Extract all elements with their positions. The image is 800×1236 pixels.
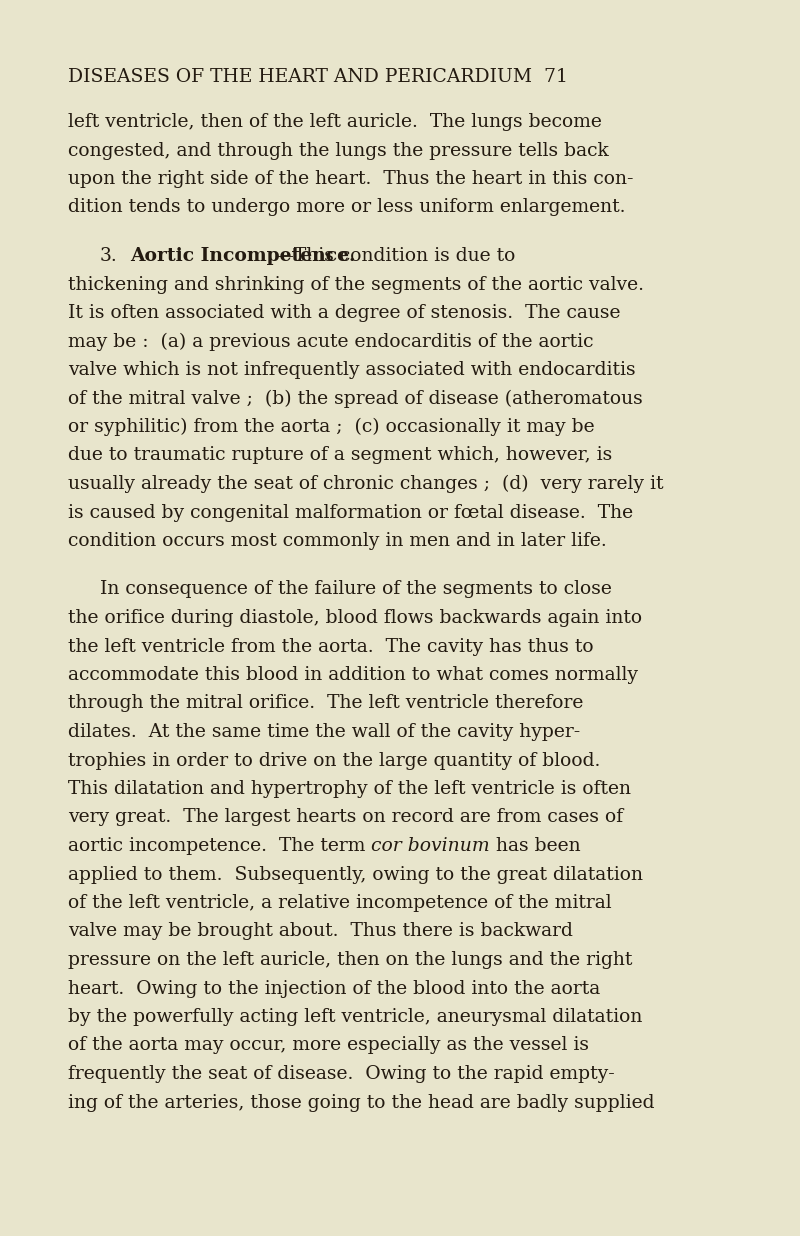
- Text: aortic incompetence.  The term: aortic incompetence. The term: [68, 837, 371, 855]
- Text: of the aorta may occur, more especially as the vessel is: of the aorta may occur, more especially …: [68, 1037, 589, 1054]
- Text: through the mitral orifice.  The left ventricle therefore: through the mitral orifice. The left ven…: [68, 695, 583, 712]
- Text: valve may be brought about.  Thus there is backward: valve may be brought about. Thus there i…: [68, 922, 573, 941]
- Text: left ventricle, then of the left auricle.  The lungs become: left ventricle, then of the left auricle…: [68, 112, 602, 131]
- Text: valve which is not infrequently associated with endocarditis: valve which is not infrequently associat…: [68, 361, 636, 379]
- Text: or syphilitic) from the aorta ;  (c) occasionally it may be: or syphilitic) from the aorta ; (c) occa…: [68, 418, 594, 436]
- Text: DISEASES OF THE HEART AND PERICARDIUM  71: DISEASES OF THE HEART AND PERICARDIUM 71: [68, 68, 568, 87]
- Text: —This condition is due to: —This condition is due to: [275, 247, 515, 265]
- Text: the left ventricle from the aorta.  The cavity has thus to: the left ventricle from the aorta. The c…: [68, 638, 594, 655]
- Text: very great.  The largest hearts on record are from cases of: very great. The largest hearts on record…: [68, 808, 623, 827]
- Text: accommodate this blood in addition to what comes normally: accommodate this blood in addition to wh…: [68, 666, 638, 684]
- Text: pressure on the left auricle, then on the lungs and the right: pressure on the left auricle, then on th…: [68, 950, 632, 969]
- Text: may be :  (a) a previous acute endocarditis of the aortic: may be : (a) a previous acute endocardit…: [68, 332, 594, 351]
- Text: dilates.  At the same time the wall of the cavity hyper-: dilates. At the same time the wall of th…: [68, 723, 580, 742]
- Text: frequently the seat of disease.  Owing to the rapid empty-: frequently the seat of disease. Owing to…: [68, 1065, 614, 1083]
- Text: It is often associated with a degree of stenosis.  The cause: It is often associated with a degree of …: [68, 304, 621, 323]
- Text: due to traumatic rupture of a segment which, however, is: due to traumatic rupture of a segment wh…: [68, 446, 612, 465]
- Text: condition occurs most commonly in men and in later life.: condition occurs most commonly in men an…: [68, 531, 606, 550]
- Text: trophies in order to drive on the large quantity of blood.: trophies in order to drive on the large …: [68, 751, 600, 770]
- Text: the orifice during diastole, blood flows backwards again into: the orifice during diastole, blood flows…: [68, 609, 642, 627]
- Text: congested, and through the lungs the pressure tells back: congested, and through the lungs the pre…: [68, 141, 609, 159]
- Text: thickening and shrinking of the segments of the aortic valve.: thickening and shrinking of the segments…: [68, 276, 644, 293]
- Text: upon the right side of the heart.  Thus the heart in this con-: upon the right side of the heart. Thus t…: [68, 171, 634, 188]
- Text: applied to them.  Subsequently, owing to the great dilatation: applied to them. Subsequently, owing to …: [68, 865, 643, 884]
- Text: of the mitral valve ;  (b) the spread of disease (atheromatous: of the mitral valve ; (b) the spread of …: [68, 389, 642, 408]
- Text: Aortic Incompetence.: Aortic Incompetence.: [130, 247, 355, 265]
- Text: This dilatation and hypertrophy of the left ventricle is often: This dilatation and hypertrophy of the l…: [68, 780, 631, 798]
- Text: is caused by congenital malformation or fœtal disease.  The: is caused by congenital malformation or …: [68, 503, 633, 522]
- Text: usually already the seat of chronic changes ;  (d)  very rarely it: usually already the seat of chronic chan…: [68, 475, 663, 493]
- Text: by the powerfully acting left ventricle, aneurysmal dilatation: by the powerfully acting left ventricle,…: [68, 1009, 642, 1026]
- Text: ing of the arteries, those going to the head are badly supplied: ing of the arteries, those going to the …: [68, 1094, 654, 1111]
- Text: 3.: 3.: [100, 247, 118, 265]
- Text: In consequence of the failure of the segments to close: In consequence of the failure of the seg…: [100, 581, 612, 598]
- Text: of the left ventricle, a relative incompetence of the mitral: of the left ventricle, a relative incomp…: [68, 894, 612, 912]
- Text: has been: has been: [490, 837, 581, 855]
- Text: heart.  Owing to the injection of the blood into the aorta: heart. Owing to the injection of the blo…: [68, 979, 600, 997]
- Text: dition tends to undergo more or less uniform enlargement.: dition tends to undergo more or less uni…: [68, 199, 626, 216]
- Text: cor bovinum: cor bovinum: [371, 837, 490, 855]
